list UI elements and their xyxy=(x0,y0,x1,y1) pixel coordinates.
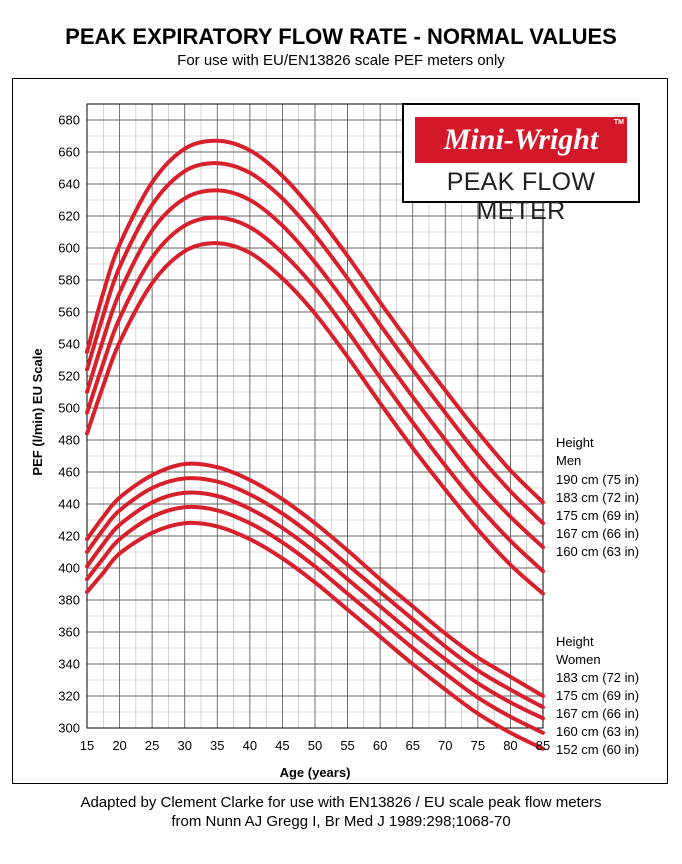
x-tick-label: 35 xyxy=(210,738,224,753)
logo-brand-text: Mini-Wright xyxy=(443,123,599,156)
y-tick-label: 460 xyxy=(58,465,80,480)
series-line xyxy=(85,504,545,735)
y-tick-label: 660 xyxy=(58,145,80,160)
legend-men-item: 160 cm (63 in) xyxy=(556,544,640,559)
major-grid xyxy=(86,104,544,729)
footer-citation: from Nunn AJ Gregg I, Br Med J 1989:298;… xyxy=(171,813,511,830)
y-tick-label: 600 xyxy=(58,241,80,256)
y-tick-label: 540 xyxy=(58,337,80,352)
y-tick-label: 380 xyxy=(58,593,80,608)
y-tick-label: 420 xyxy=(58,529,80,544)
page-subtitle: For use with EU/EN13826 scale PEF meters… xyxy=(177,52,505,69)
y-tick-label: 500 xyxy=(58,401,80,416)
legend-women-heading: Height xyxy=(556,634,594,649)
y-tick-label: 620 xyxy=(58,209,80,224)
y-tick-label: 400 xyxy=(58,561,80,576)
series-line xyxy=(85,461,545,698)
y-tick-label: 680 xyxy=(58,113,80,128)
x-axis-label: Age (years) xyxy=(280,765,351,780)
series-line xyxy=(85,476,545,710)
chart-frame xyxy=(12,78,668,784)
logo-product-text: PEAK FLOW METER xyxy=(446,168,596,225)
legend-women-item: 167 cm (66 in) xyxy=(556,706,640,721)
x-tick-label: 40 xyxy=(243,738,257,753)
x-tick-label: 60 xyxy=(373,738,387,753)
legend-women-group: Women xyxy=(556,652,601,667)
logo-banner: Mini-Wright TM xyxy=(415,117,627,163)
y-tick-label: 560 xyxy=(58,305,80,320)
legend-men-heading: Height xyxy=(556,435,594,450)
legend-men-item: 190 cm (75 in) xyxy=(556,472,640,487)
y-tick-label: 580 xyxy=(58,273,80,288)
y-tick-label: 340 xyxy=(58,657,80,672)
x-tick-label: 70 xyxy=(438,738,452,753)
series-line xyxy=(85,241,545,596)
legend-women-item: 160 cm (63 in) xyxy=(556,724,640,739)
x-tick-labels: 15 20 25 30 35 40 45 50 55 60 65 70 75 80 85 xyxy=(80,738,550,753)
legend-women-item: 152 cm (60 in) xyxy=(556,742,640,757)
series-line xyxy=(85,138,545,505)
series-line xyxy=(85,188,545,550)
legend-women-item: 175 cm (69 in) xyxy=(556,688,640,703)
legend-men-item: 183 cm (72 in) xyxy=(556,490,640,505)
series-line xyxy=(85,161,545,526)
y-tick-label: 320 xyxy=(58,689,80,704)
series-layer xyxy=(85,138,545,751)
x-tick-label: 30 xyxy=(177,738,191,753)
series-line xyxy=(85,215,545,574)
y-tick-label: 360 xyxy=(58,625,80,640)
y-tick-label: 480 xyxy=(58,433,80,448)
y-tick-labels: 300 320 340 360 380 400 420 440 460 480 500 520 540 5… xyxy=(58,113,80,736)
y-tick-label: 440 xyxy=(58,497,80,512)
x-tick-label: 25 xyxy=(145,738,159,753)
plot-border xyxy=(86,103,544,729)
y-tick-label: 640 xyxy=(58,177,80,192)
series-line xyxy=(85,520,545,751)
x-tick-label: 75 xyxy=(471,738,485,753)
legend-women-item: 183 cm (72 in) xyxy=(556,670,640,685)
x-tick-label: 55 xyxy=(340,738,354,753)
x-tick-label: 20 xyxy=(112,738,126,753)
y-tick-label: 300 xyxy=(58,721,80,736)
legend-men-item: 175 cm (69 in) xyxy=(556,508,640,523)
legend-men-group: Men xyxy=(556,453,582,468)
page-title: PEAK EXPIRATORY FLOW RATE - NORMAL VALUE… xyxy=(65,24,617,49)
x-tick-label: 85 xyxy=(536,738,550,753)
brand-logo: Mini-Wright TM PEAK FLOW METER xyxy=(402,103,640,225)
x-tick-label: 50 xyxy=(308,738,322,753)
x-tick-label: 15 xyxy=(80,738,94,753)
footer-credit: Adapted by Clement Clarke for use with E… xyxy=(80,794,602,811)
series-line xyxy=(85,490,545,721)
x-tick-label: 65 xyxy=(405,738,419,753)
logo-trademark: TM xyxy=(613,119,624,126)
y-tick-label: 520 xyxy=(58,369,80,384)
legend-men-item: 167 cm (66 in) xyxy=(556,526,640,541)
y-axis-label: PEF (l/min) EU Scale xyxy=(30,348,45,475)
x-tick-label: 80 xyxy=(503,738,517,753)
x-tick-label: 45 xyxy=(275,738,289,753)
